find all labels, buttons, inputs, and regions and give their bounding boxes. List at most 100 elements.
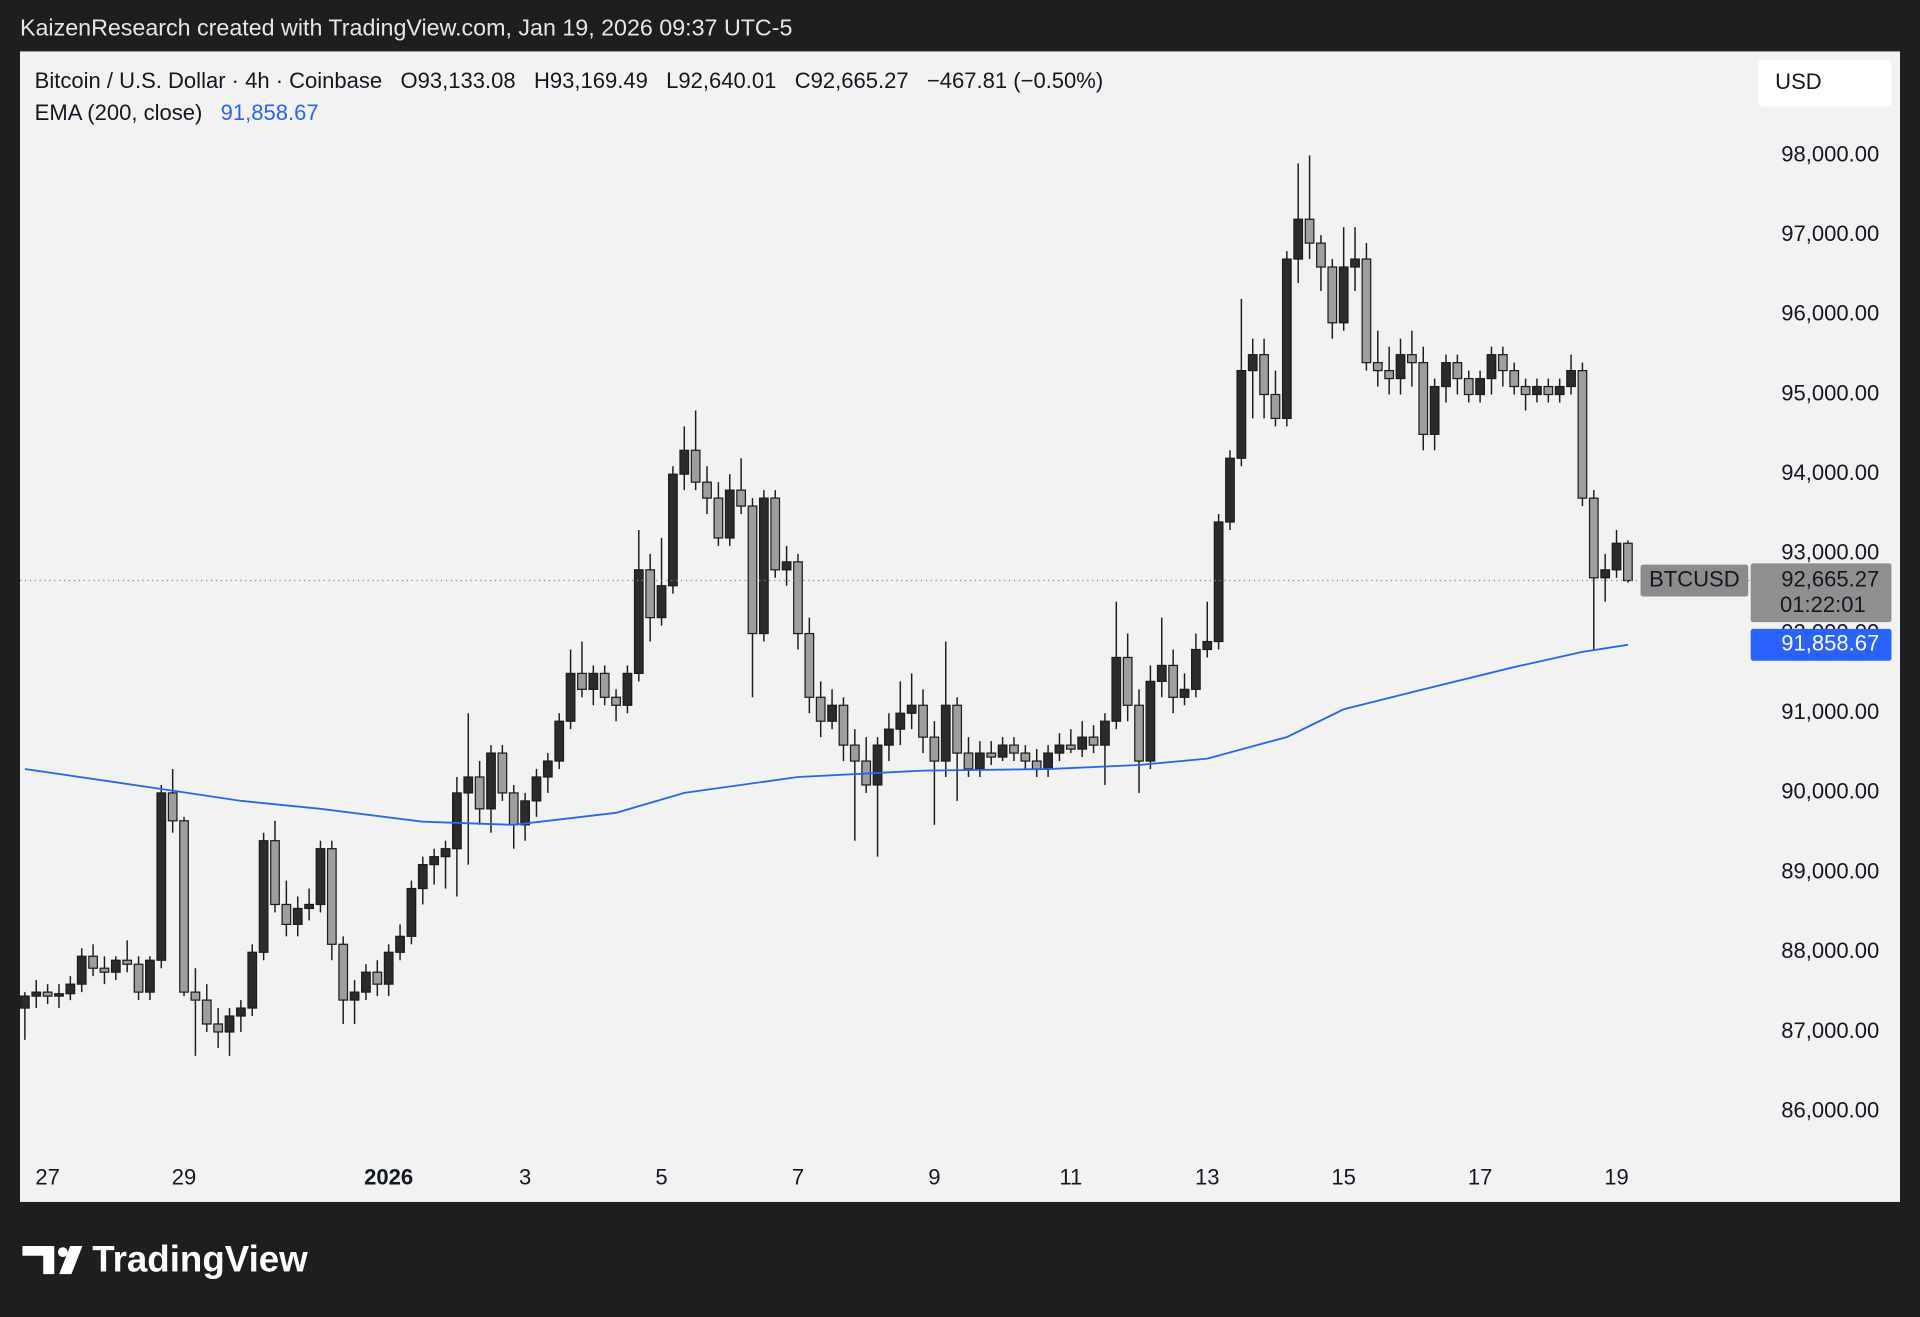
x-tick-label: 13 — [1195, 1165, 1220, 1190]
x-tick-label: 27 — [35, 1165, 59, 1190]
y-tick-label: 87,000.00 — [1781, 1018, 1879, 1043]
candle-body — [326, 848, 337, 945]
candle-body — [1418, 362, 1429, 435]
candle-body — [520, 800, 531, 826]
candle-body — [531, 776, 542, 802]
legend-open: O93,133.08 — [401, 68, 516, 93]
ema-tag-label: 91,858.67 — [1781, 631, 1879, 656]
candle-body — [793, 561, 803, 635]
candle-body — [1600, 569, 1611, 579]
candle-body — [713, 497, 724, 539]
candle-body — [145, 959, 155, 993]
candle-body — [54, 993, 64, 997]
candle-body — [872, 744, 883, 786]
candle-body — [804, 632, 815, 698]
candle-body — [1338, 266, 1349, 324]
candle-body — [167, 792, 178, 822]
candle-body — [1566, 369, 1576, 388]
candle-body — [304, 903, 314, 910]
candle-body — [838, 704, 849, 746]
candle-body — [110, 959, 121, 973]
candle-body — [1236, 369, 1247, 459]
candle-body — [611, 696, 621, 706]
candle-body — [1134, 704, 1144, 762]
candle-body — [702, 481, 712, 499]
candle-body — [463, 776, 474, 794]
candle-body — [201, 999, 212, 1025]
candle-body — [929, 736, 940, 762]
x-tick-label: 17 — [1468, 1165, 1493, 1190]
candle-body — [1372, 362, 1383, 372]
candle-body — [895, 712, 906, 730]
symbol-tag — [1640, 564, 1749, 597]
candle-body — [1225, 457, 1235, 523]
candle-body — [986, 752, 997, 758]
candle-body — [224, 1015, 235, 1033]
candle-body — [1361, 258, 1372, 364]
y-tick-label: 88,000.00 — [1781, 938, 1879, 963]
candle-body — [1281, 258, 1292, 420]
candle-body — [440, 848, 451, 858]
candle-body — [781, 561, 792, 571]
candle-body — [1384, 369, 1395, 380]
candle-body — [849, 744, 860, 762]
candle-body — [1441, 362, 1451, 388]
candle-body — [690, 449, 701, 483]
candle-body — [1463, 377, 1474, 396]
candle-body — [258, 840, 269, 953]
candle-body — [1088, 736, 1099, 746]
candle-body — [1588, 497, 1599, 579]
legend-title: Bitcoin / U.S. Dollar · 4h · Coinbase O9… — [35, 68, 1104, 93]
candle-body — [906, 704, 917, 714]
last-price-label: 92,665.27 — [1781, 566, 1879, 591]
candle-body — [235, 1007, 246, 1017]
y-tick-label: 93,000.00 — [1781, 540, 1879, 565]
candle-body — [1623, 542, 1633, 582]
candle-body — [372, 971, 383, 985]
brand-name: TradingView — [92, 1239, 308, 1280]
candle-body — [918, 704, 928, 738]
candle-body — [1009, 744, 1019, 754]
candle-body — [1497, 354, 1508, 372]
x-tick-label: 2026 — [364, 1165, 413, 1190]
y-tick-label: 96,000.00 — [1781, 301, 1879, 326]
candle-body — [656, 585, 667, 619]
legend-high: H93,169.49 — [534, 68, 648, 93]
candle-body — [1543, 385, 1554, 396]
candle-body — [599, 672, 610, 698]
candle-body — [758, 497, 769, 635]
candle-body — [1520, 385, 1531, 396]
candle-body — [1065, 744, 1076, 750]
candle-body — [952, 704, 963, 754]
candle-body — [1168, 664, 1179, 698]
candle-body — [1395, 354, 1406, 380]
candle-body — [1532, 385, 1542, 396]
candle-body — [497, 752, 508, 794]
candle-body — [827, 704, 837, 722]
x-tick-label: 11 — [1059, 1165, 1082, 1190]
candle-body — [645, 569, 656, 619]
y-tick-label: 94,000.00 — [1781, 460, 1879, 485]
ema-name: EMA (200, close) — [35, 100, 203, 125]
candle-body — [1270, 393, 1281, 420]
y-tick-label: 86,000.00 — [1781, 1097, 1879, 1122]
legend-symbol: Bitcoin / U.S. Dollar · 4h · Coinbase — [35, 68, 383, 93]
y-tick-label: 95,000.00 — [1781, 380, 1879, 405]
plot-area — [19, 155, 1751, 1056]
candle-body — [1350, 258, 1360, 268]
candle-body — [417, 864, 428, 890]
candle-body — [997, 744, 1008, 758]
x-tick-label: 19 — [1604, 1165, 1629, 1190]
candle-body — [88, 955, 98, 969]
countdown-label: 01:22:01 — [1780, 592, 1866, 617]
candle-body — [292, 907, 303, 926]
candle-body — [156, 792, 167, 961]
candle-body — [315, 848, 326, 906]
candle-body — [508, 792, 519, 826]
candle-body — [429, 856, 440, 866]
currency-button[interactable] — [1758, 59, 1892, 107]
y-tick-label: 91,000.00 — [1781, 699, 1879, 724]
candle-body — [940, 704, 951, 762]
candle-body — [247, 951, 258, 1009]
chart-panel — [19, 51, 1901, 1202]
